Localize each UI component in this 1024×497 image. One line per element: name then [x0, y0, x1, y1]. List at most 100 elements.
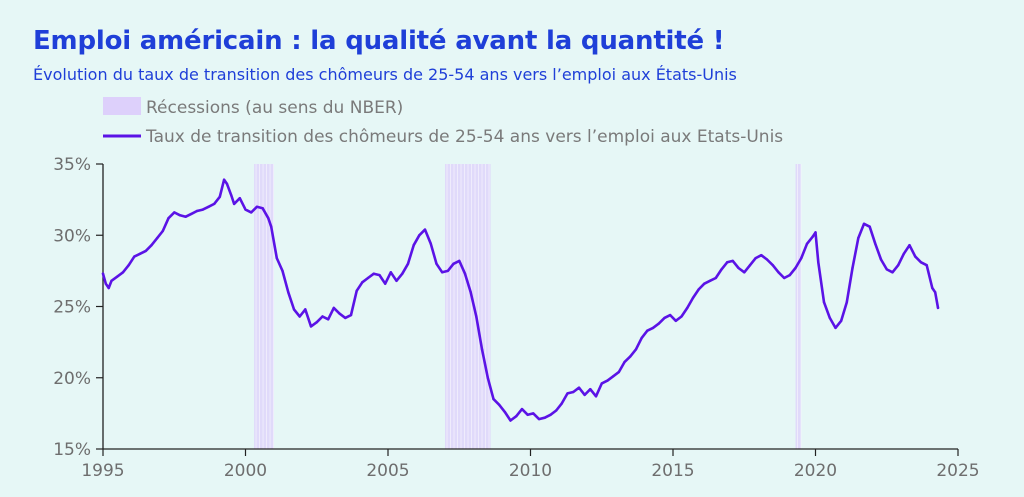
data-point [651, 326, 655, 330]
chart-subtitle: Évolution du taux de transition des chôm… [33, 65, 737, 84]
data-point [811, 235, 814, 238]
recession-band [445, 164, 491, 449]
data-point [879, 258, 883, 261]
data-point [754, 256, 757, 260]
data-point [515, 415, 518, 418]
data-point [480, 348, 484, 351]
data-point [703, 282, 706, 285]
data-point [261, 207, 264, 210]
data-point [834, 326, 837, 330]
data-point [623, 360, 626, 364]
x-tick-label: 2015 [651, 461, 694, 481]
data-point [617, 370, 620, 374]
data-point [184, 215, 187, 218]
data-point [230, 194, 233, 197]
recession-band [795, 164, 802, 449]
data-point [634, 348, 638, 351]
data-point [765, 258, 769, 261]
data-point [874, 242, 877, 245]
data-point [412, 244, 415, 247]
chart-title: Emploi américain : la qualité avant la q… [33, 26, 725, 56]
data-point [173, 211, 176, 214]
data-point [509, 419, 512, 422]
data-point [748, 264, 752, 267]
data-point [144, 249, 147, 253]
data-point [281, 269, 284, 273]
data-point [708, 279, 712, 282]
data-point [612, 375, 615, 378]
data-point [743, 271, 746, 274]
data-point [520, 407, 524, 411]
data-point [255, 205, 259, 208]
data-point [218, 195, 221, 198]
data-point [222, 178, 226, 181]
data-point [361, 281, 364, 284]
data-point [526, 413, 529, 416]
data-point [250, 211, 253, 214]
data-point [401, 272, 404, 275]
data-point [452, 262, 455, 265]
legend-recession-swatch [103, 97, 141, 115]
data-point [606, 379, 609, 382]
data-point [213, 202, 216, 206]
data-point [406, 262, 410, 265]
data-point [851, 266, 854, 270]
data-point [327, 318, 330, 321]
data-point [138, 252, 142, 255]
data-point [116, 275, 119, 278]
data-point [663, 316, 666, 320]
y-tick-label: 20% [53, 369, 91, 389]
data-point [384, 282, 387, 285]
data-point [572, 390, 575, 394]
data-point [178, 214, 182, 217]
data-point [475, 315, 478, 318]
data-point [244, 208, 247, 211]
data-point [936, 306, 940, 310]
data-point [389, 271, 392, 274]
data-point [195, 209, 199, 213]
data-point [423, 228, 427, 231]
data-point [828, 316, 831, 320]
data-point [161, 229, 164, 233]
data-point [771, 264, 774, 267]
data-point [589, 388, 592, 391]
data-point [726, 261, 729, 264]
data-point [822, 301, 826, 304]
legend-recession-label: Récessions (au sens du NBER) [146, 98, 403, 118]
data-point [720, 268, 723, 271]
data-point [897, 264, 900, 267]
legend-series-label: Taux de transition des chômeurs de 25-54… [145, 127, 783, 147]
data-point [498, 403, 501, 406]
data-point [788, 273, 791, 277]
data-point [532, 412, 535, 415]
data-point [714, 276, 717, 280]
axes: 15% 20% 25% 30% 35% 1995 2000 2005 2010 2015 2020 2… [53, 155, 979, 481]
data-point [737, 266, 740, 270]
data-point [583, 393, 586, 397]
data-point [344, 316, 347, 320]
data-point [560, 402, 563, 405]
data-point [101, 272, 105, 275]
data-point [238, 197, 241, 200]
data-point [418, 234, 421, 237]
data-point [441, 271, 444, 274]
data-point [669, 313, 672, 317]
y-tick-label: 30% [53, 226, 91, 246]
data-point [332, 306, 335, 310]
data-point [107, 286, 110, 290]
data-point [891, 271, 894, 274]
data-point [304, 308, 307, 311]
data-point [919, 261, 923, 264]
data-point [814, 231, 817, 234]
data-point [156, 236, 159, 240]
data-point [150, 244, 153, 247]
recession-bands [254, 164, 802, 449]
data-point [492, 397, 495, 401]
series-line [101, 178, 940, 422]
data-point [503, 410, 506, 414]
data-point [267, 217, 270, 220]
data-point [270, 225, 273, 228]
y-tick-label: 35% [53, 155, 91, 175]
data-point [629, 355, 632, 358]
